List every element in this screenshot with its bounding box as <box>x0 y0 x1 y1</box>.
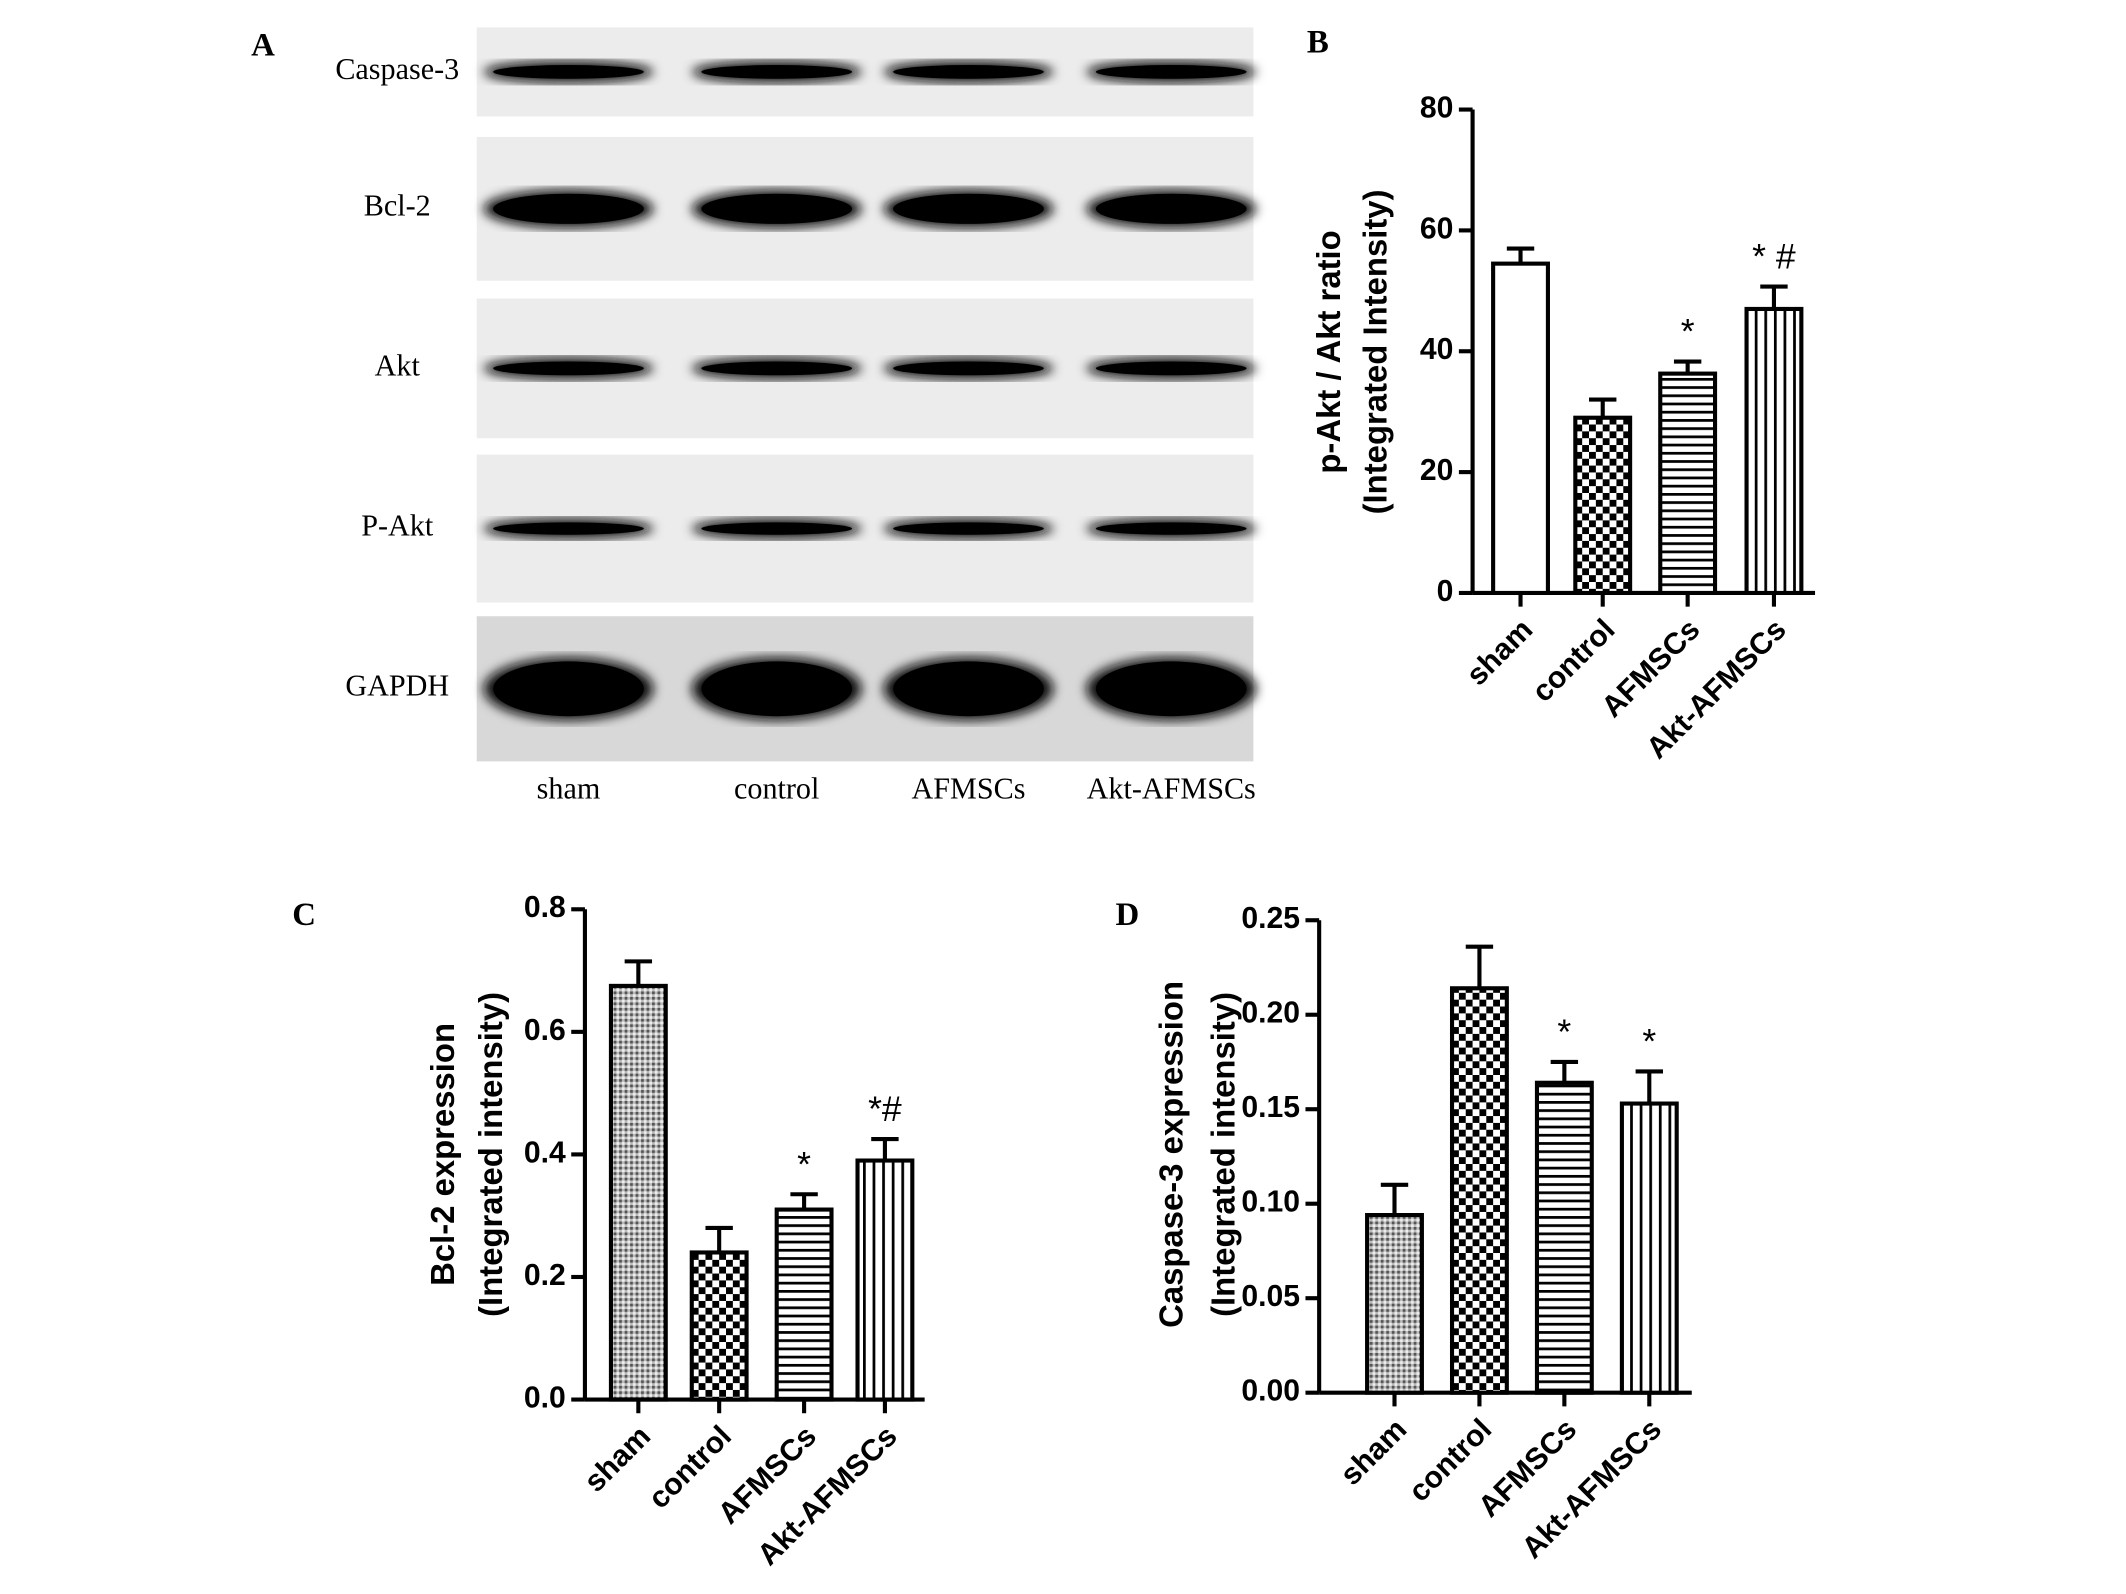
blot-band <box>701 193 853 224</box>
y-tick-label: 40 <box>1420 333 1454 366</box>
blot-band <box>893 661 1044 717</box>
y-axis-label: (Integrated intensity) <box>1205 992 1242 1317</box>
y-axis-label: (Integrated Intensity) <box>1357 189 1394 514</box>
blot-band <box>1095 65 1247 79</box>
blot-band <box>701 361 853 376</box>
y-axis-label: Bcl-2 expression <box>424 1023 461 1286</box>
bar <box>774 1207 834 1402</box>
y-tick-label: 0.00 <box>1241 1375 1300 1408</box>
panel-label: B <box>1307 25 1329 61</box>
significance-mark: * <box>1642 1021 1656 1061</box>
blot-band <box>1095 361 1247 376</box>
panel-label: A <box>251 27 275 63</box>
bar <box>855 1158 915 1402</box>
bar <box>1744 306 1804 596</box>
significance-mark: * <box>1681 312 1695 352</box>
blot-band <box>1095 661 1247 717</box>
blot-band <box>701 522 853 535</box>
blot-band <box>493 65 644 79</box>
y-tick-label: 20 <box>1420 454 1454 487</box>
y-tick-label: 0.4 <box>524 1136 566 1169</box>
significance-mark: * # <box>1752 237 1796 277</box>
x-tick-label: Akt-AFMSCs <box>751 1420 903 1572</box>
western-blot: Caspase-3 Bcl-2 Akt P-Akt GAPDH sham control AF… <box>335 27 1257 805</box>
y-tick-label: 0.8 <box>524 891 566 924</box>
significance-mark: * <box>1557 1012 1571 1052</box>
bar <box>608 983 668 1402</box>
bar <box>1619 1101 1679 1395</box>
blot-lane-label: AFMSCs <box>912 771 1026 805</box>
y-tick-label: 0.10 <box>1241 1186 1300 1219</box>
x-tick-label: sham <box>1334 1413 1413 1492</box>
blot-band <box>893 193 1044 224</box>
bar <box>1534 1080 1594 1395</box>
panel-label: D <box>1116 897 1140 933</box>
y-tick-label: 80 <box>1420 92 1454 125</box>
blot-band <box>493 361 644 376</box>
bar <box>1573 415 1633 596</box>
y-tick-label: 0.15 <box>1241 1091 1300 1124</box>
blot-band <box>893 522 1044 535</box>
bar <box>1365 1213 1424 1395</box>
y-axis-label: (Integrated intensity) <box>472 992 509 1317</box>
blot-band <box>893 65 1044 79</box>
panel-label: C <box>292 897 316 933</box>
blot-band <box>493 193 644 224</box>
y-tick-label: 0.20 <box>1241 997 1300 1030</box>
blot-band <box>701 65 853 79</box>
significance-mark: *# <box>868 1089 902 1129</box>
y-tick-label: 0.25 <box>1241 902 1300 935</box>
blot-lane-label: sham <box>537 771 601 805</box>
x-tick-label: sham <box>578 1420 657 1499</box>
blot-band <box>1095 522 1247 535</box>
y-tick-label: 0 <box>1437 575 1454 608</box>
y-tick-label: 0.05 <box>1241 1280 1300 1313</box>
blot-row-label: Caspase-3 <box>335 52 459 86</box>
blot-band <box>701 661 853 717</box>
bar <box>1658 371 1718 596</box>
y-tick-label: 0.6 <box>524 1014 566 1047</box>
y-tick-label: 0.2 <box>524 1259 566 1292</box>
bar <box>1449 986 1509 1395</box>
blot-band <box>493 661 644 717</box>
significance-mark: * <box>797 1144 811 1184</box>
blot-band <box>493 522 644 535</box>
blot-row-label: Akt <box>375 348 421 382</box>
blot-row-label: Bcl-2 <box>364 189 431 223</box>
bar <box>689 1250 749 1402</box>
bar <box>1491 261 1550 596</box>
y-axis-label: Caspase-3 expression <box>1153 981 1190 1328</box>
blot-row-label: P-Akt <box>361 509 434 543</box>
blot-lane-label: control <box>734 771 819 805</box>
blot-band <box>1095 193 1247 224</box>
x-tick-label: sham <box>1460 613 1539 692</box>
y-tick-label: 60 <box>1420 212 1454 245</box>
blot-lane-label: Akt-AFMSCs <box>1087 771 1256 805</box>
blot-row-label: GAPDH <box>345 669 449 703</box>
y-axis-label: p-Akt / Akt ratio <box>1310 230 1347 473</box>
blot-band <box>893 361 1044 376</box>
y-tick-label: 0.0 <box>524 1381 566 1414</box>
